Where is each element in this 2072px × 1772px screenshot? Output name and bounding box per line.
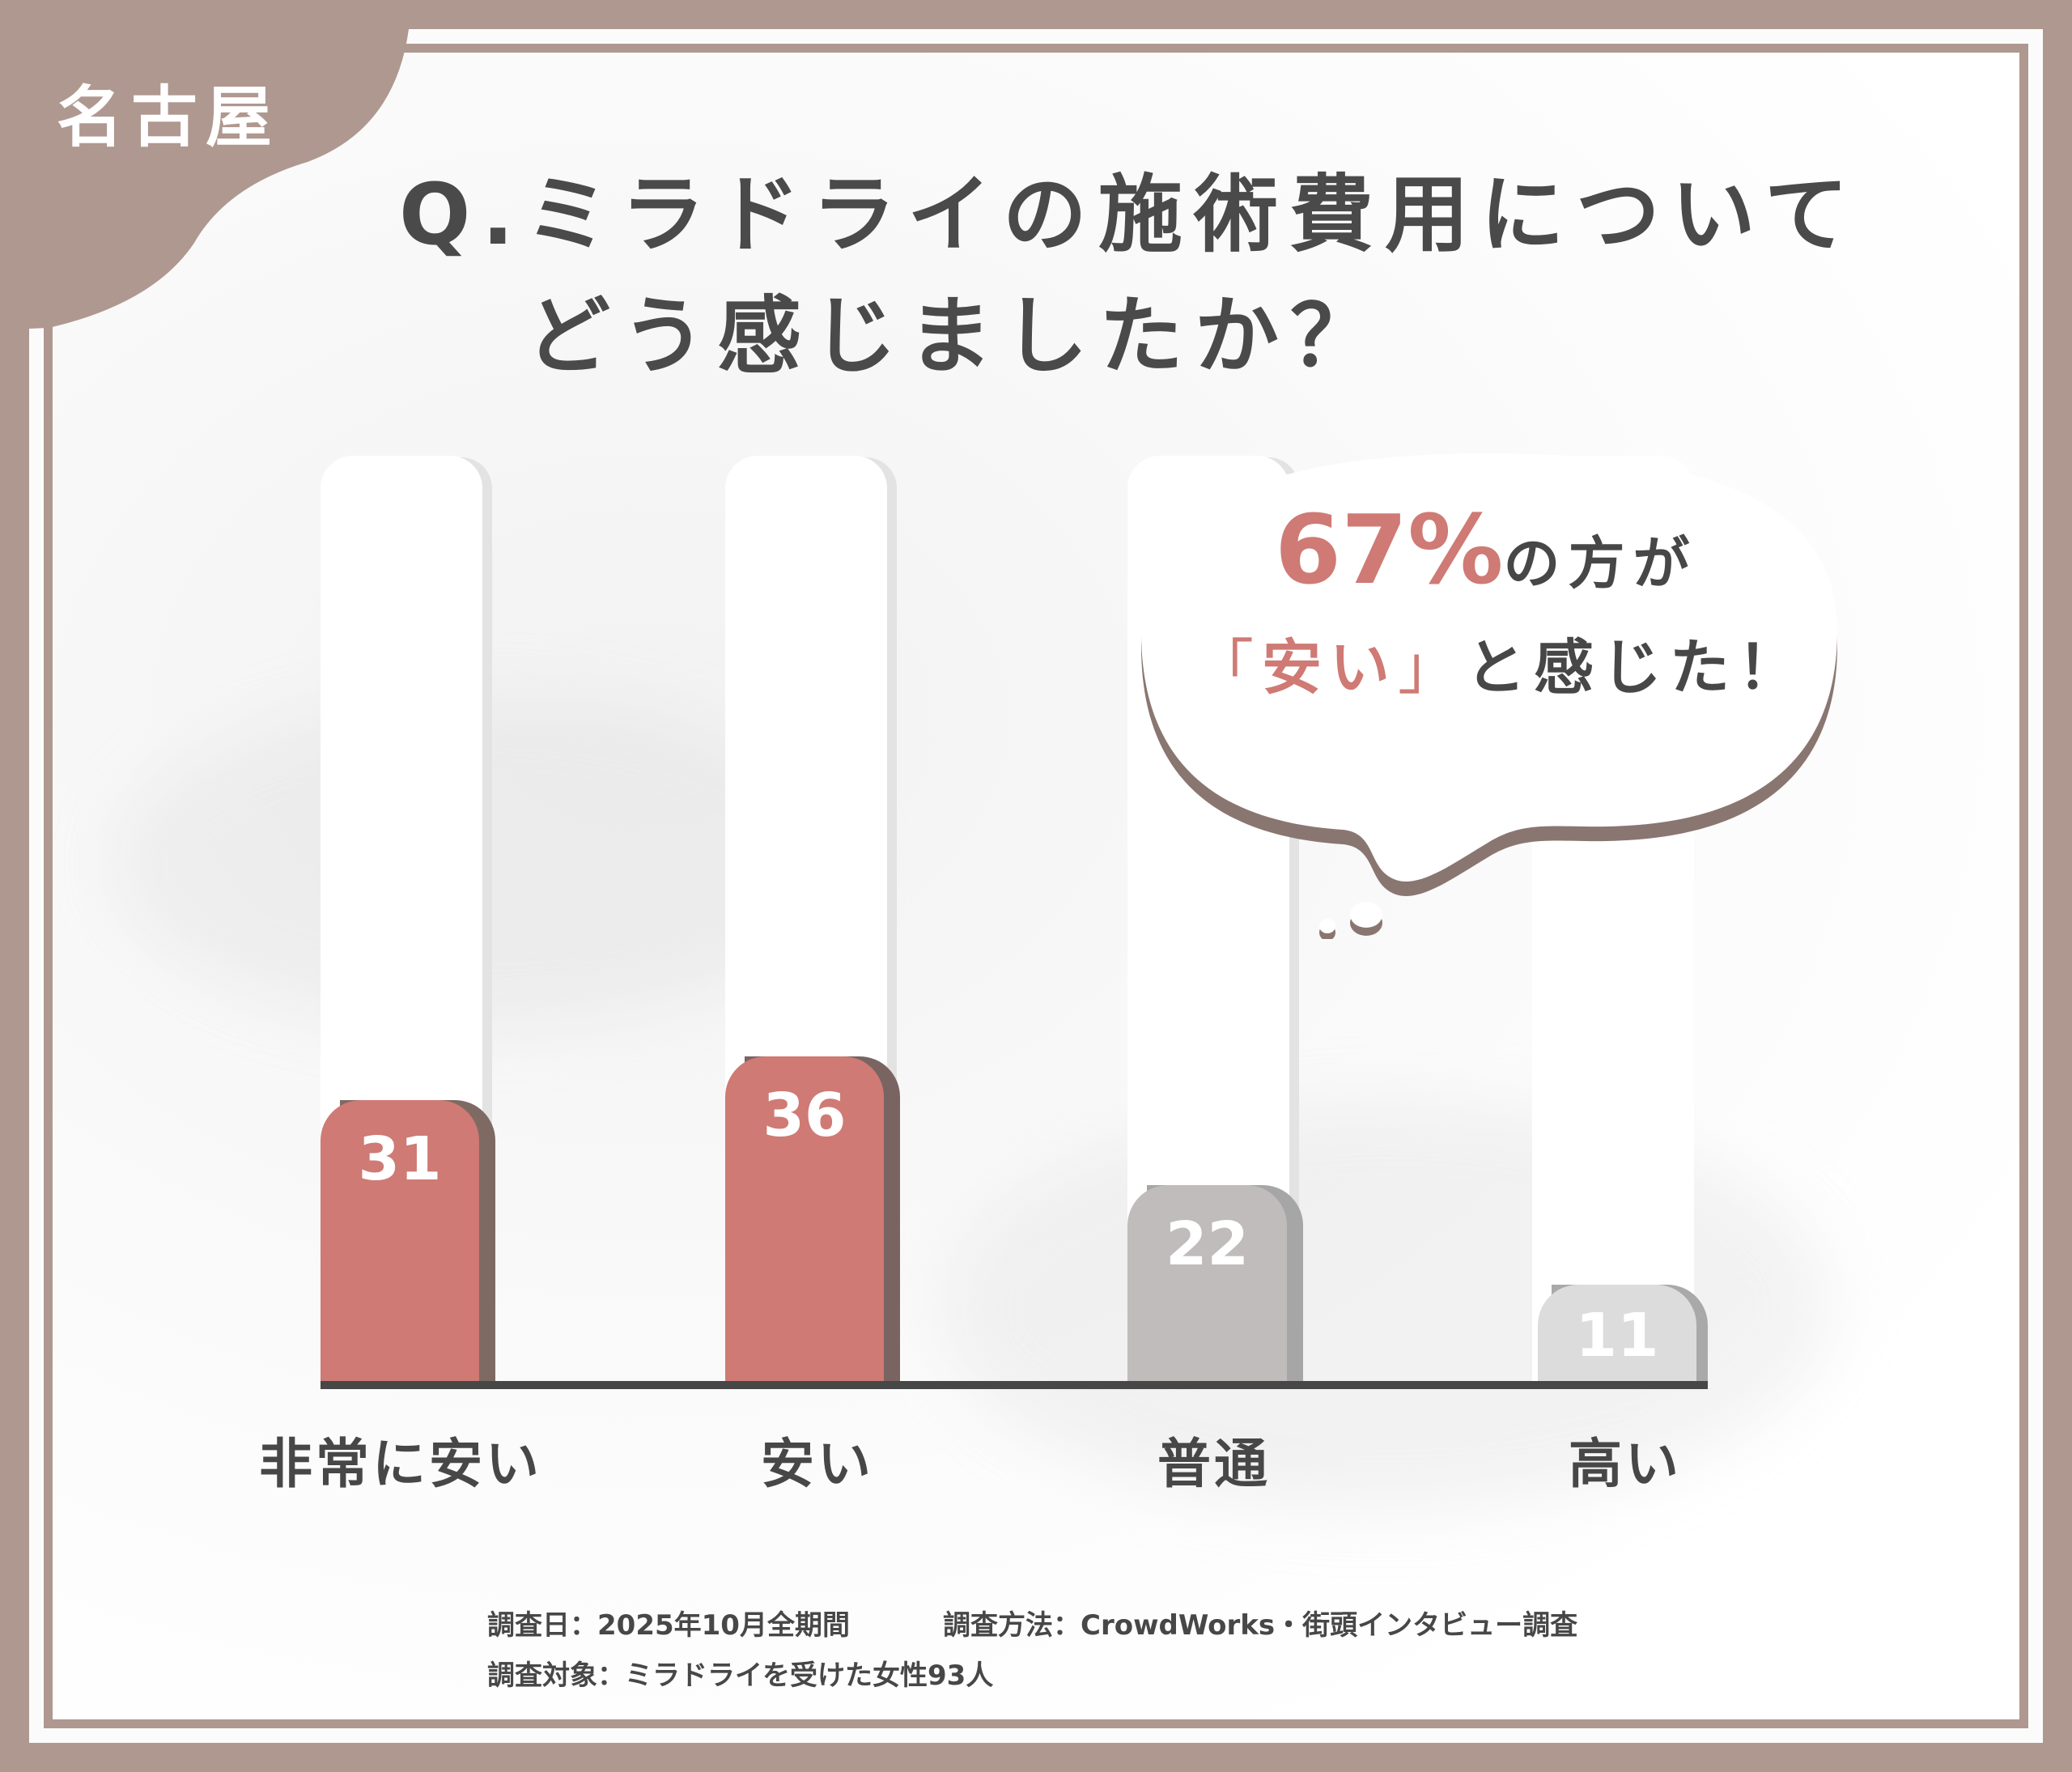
callout-line2-suffix: と感じた！ bbox=[1466, 633, 1806, 703]
x-label-cheap: 安い bbox=[761, 1433, 874, 1495]
x-label-very-cheap: 非常に安い bbox=[259, 1433, 542, 1495]
x-label-normal: 普通 bbox=[1157, 1433, 1271, 1495]
callout-line1-suffix: の方が bbox=[1503, 530, 1698, 597]
bar-fill: 22 bbox=[1127, 1185, 1287, 1381]
question-title-line1: Q.ミラドライの施術費用について bbox=[399, 165, 1860, 264]
callout-percent: 67% bbox=[1275, 494, 1504, 606]
survey-method: 調査方法：CrowdWorks・街頭インタビュー調査 bbox=[943, 1609, 1578, 1642]
x-label-expensive: 高い bbox=[1569, 1433, 1682, 1495]
bar-value: 11 bbox=[1575, 1301, 1659, 1370]
survey-date: 調査日：2025年10月全期間 bbox=[487, 1609, 850, 1642]
bar-value: 36 bbox=[762, 1081, 847, 1150]
question-title-line2: どう感じましたか？ bbox=[526, 287, 1386, 385]
x-axis-line bbox=[321, 1381, 1708, 1389]
callout-line2: 「安い」と感じた！ bbox=[1194, 619, 1806, 706]
quote-word: 安い bbox=[1262, 633, 1398, 703]
callout-line1: 67%の方が bbox=[1275, 494, 1697, 606]
speech-bubble bbox=[1141, 453, 1837, 939]
bar-fill: 11 bbox=[1538, 1285, 1696, 1381]
bar-value: 31 bbox=[358, 1124, 442, 1194]
bar-fill: 31 bbox=[321, 1100, 479, 1381]
bar-fill: 36 bbox=[725, 1056, 884, 1381]
corner-tag-shape bbox=[0, 0, 421, 340]
quote-close: 」 bbox=[1398, 633, 1466, 703]
quote-open: 「 bbox=[1194, 633, 1262, 703]
survey-subject: 調査対象：ミラドライを受けた女性93人 bbox=[487, 1659, 994, 1692]
bar-value: 22 bbox=[1166, 1209, 1249, 1279]
region-tag: 名古屋 bbox=[57, 79, 281, 156]
